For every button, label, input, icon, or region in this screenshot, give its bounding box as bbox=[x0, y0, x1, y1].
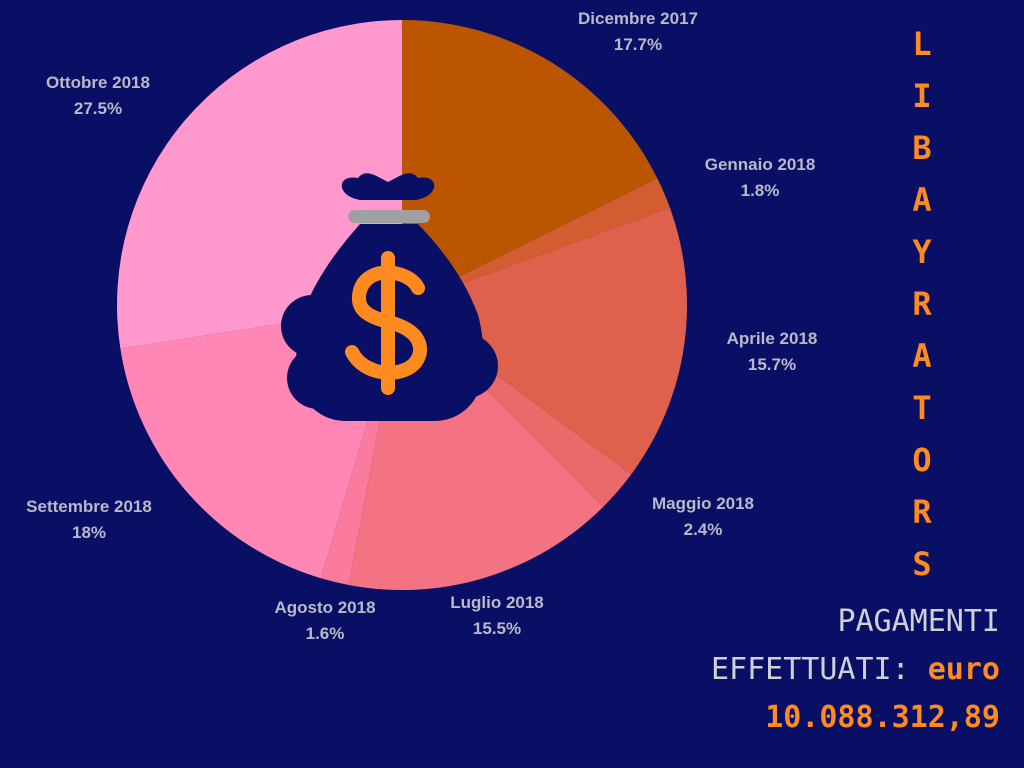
slice-label: Agosto 2018 1.6% bbox=[274, 595, 375, 647]
slice-label: Settembre 2018 18% bbox=[26, 494, 152, 546]
payments-currency: euro bbox=[927, 652, 1000, 687]
slice-label-value: 1.8% bbox=[740, 181, 780, 200]
slice-label: Dicembre 2017 17.7% bbox=[578, 6, 698, 58]
slice-label-name: Maggio 2018 bbox=[651, 494, 755, 513]
pie-slice bbox=[402, 178, 670, 305]
brand-letter: S bbox=[912, 545, 932, 583]
slice-label-value: 15.5% bbox=[472, 619, 522, 638]
brand-letter: R bbox=[912, 285, 932, 323]
slice-label-value: 15.7% bbox=[747, 355, 797, 374]
brand-letter: A bbox=[912, 181, 932, 219]
slice-label-value: 2.4% bbox=[683, 520, 723, 539]
slice-label: Maggio 2018 2.4% bbox=[652, 491, 754, 543]
pie-slice bbox=[402, 20, 658, 305]
money-bag-icon bbox=[281, 173, 498, 421]
slice-label-name: Luglio 2018 bbox=[450, 593, 544, 612]
brand-letter: L bbox=[912, 25, 932, 63]
slice-label: Aprile 2018 15.7% bbox=[727, 326, 818, 378]
slice-label-value: 17.7% bbox=[613, 35, 663, 54]
slice-label-name: Ottobre 2018 bbox=[46, 73, 150, 92]
brand-letter: B bbox=[912, 129, 932, 167]
slice-label-value: 27.5% bbox=[73, 99, 123, 118]
brand-letter: T bbox=[912, 389, 932, 427]
slice-label-value: 18% bbox=[71, 523, 107, 542]
payments-amount: 10.088.312,89 bbox=[765, 700, 1000, 735]
brand-letter: I bbox=[912, 77, 932, 115]
pie-slice bbox=[402, 207, 687, 475]
slice-label-name: Agosto 2018 bbox=[274, 598, 376, 617]
payments-title: PAGAMENTI bbox=[837, 604, 1000, 639]
slice-label-value: 1.6% bbox=[305, 624, 345, 643]
slice-label-name: Gennaio 2018 bbox=[704, 155, 816, 174]
slice-label: Luglio 2018 15.5% bbox=[450, 590, 544, 642]
slice-label-name: Settembre 2018 bbox=[26, 497, 152, 516]
brand-letter: Y bbox=[912, 233, 932, 271]
payments-label: EFFETTUATI: bbox=[711, 652, 910, 687]
payments-subtitle: EFFETTUATI: euro bbox=[711, 652, 1000, 688]
slice-label: Ottobre 2018 27.5% bbox=[46, 70, 150, 122]
dollar-icon bbox=[345, 251, 428, 395]
slice-label-name: Dicembre 2017 bbox=[577, 9, 699, 28]
brand-letter: R bbox=[912, 493, 932, 531]
brand-letter: O bbox=[912, 441, 932, 479]
slice-label-name: Aprile 2018 bbox=[726, 329, 818, 348]
brand-letter: A bbox=[912, 337, 932, 375]
slice-label: Gennaio 2018 1.8% bbox=[705, 152, 816, 204]
